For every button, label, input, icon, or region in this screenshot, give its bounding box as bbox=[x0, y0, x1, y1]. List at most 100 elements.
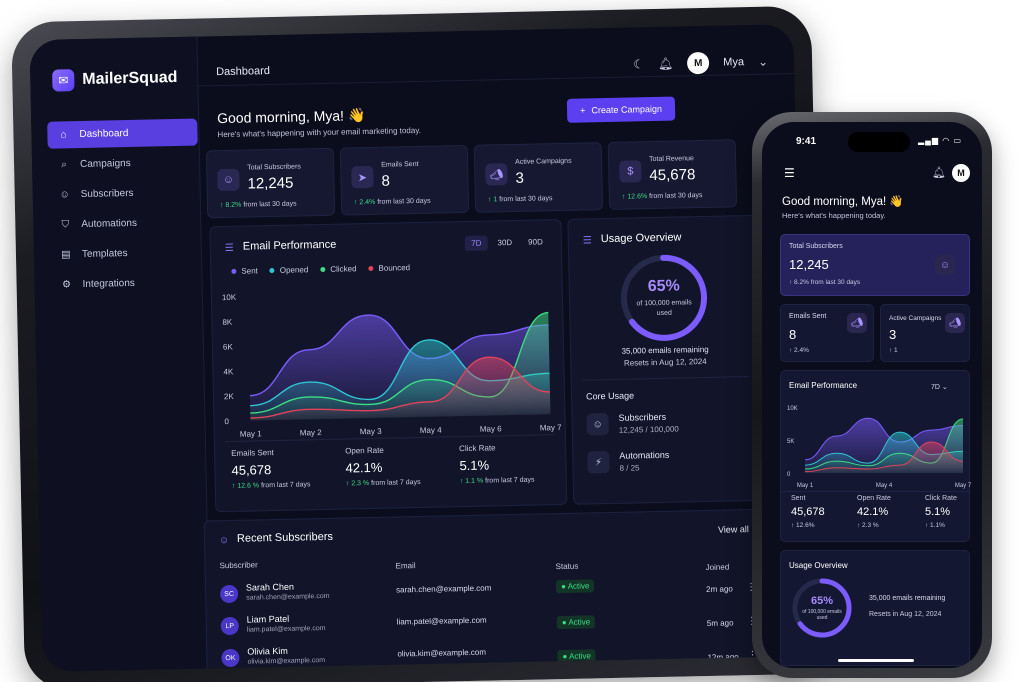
legend-swatch bbox=[320, 266, 326, 273]
sidebar-item-integrations[interactable]: ⚙ Integrations bbox=[50, 269, 201, 299]
phone-greeting-subtitle: Here's what's happening today. bbox=[782, 211, 886, 220]
y-tick-label: 6K bbox=[223, 342, 234, 351]
user-name[interactable]: Mya bbox=[723, 56, 745, 69]
x-tick-label: May 4 bbox=[420, 426, 443, 435]
usage-ring-graphic bbox=[621, 254, 708, 341]
metric-value: 42.1% bbox=[345, 459, 383, 476]
metric-delta: ↑ 1.1 % from last 7 days bbox=[459, 476, 535, 486]
sidebar-item-label: Subscribers bbox=[80, 187, 134, 201]
stat-value: 3 bbox=[515, 169, 524, 187]
card-title: Email Performance bbox=[242, 238, 337, 253]
joined-time: 12m ago bbox=[707, 652, 739, 663]
users-icon: ☺ bbox=[935, 255, 955, 275]
stat-card-active-campaigns[interactable]: 📣︎ Active Campaigns 3 ↑ 1 from last 30 d… bbox=[473, 142, 604, 213]
sidebar-item-dashboard[interactable]: ⌂ Dashboard bbox=[47, 118, 198, 149]
phone-greeting: Good morning, Mya! 👋 bbox=[782, 196, 904, 208]
stat-card-emails-sent[interactable]: ➤ Emails Sent 8 ↑ 2.4% from last 30 days bbox=[339, 144, 470, 216]
logo-icon: ✉ bbox=[52, 69, 75, 92]
series-line-bounced bbox=[250, 356, 550, 419]
create-campaign-button[interactable]: + Create Campaign bbox=[566, 96, 676, 123]
stat-delta: ↑ 2.4% bbox=[789, 347, 809, 354]
status-badge: ● Active bbox=[556, 615, 596, 630]
phone-screen: 9:41 ▂▄▆ ◠ ▭ ☰ 🔔︎ M Good morning, Mya! 👋… bbox=[762, 122, 982, 668]
metric-label: Sent bbox=[791, 495, 806, 502]
subscriber-email-sub: liam.patel@example.com bbox=[246, 624, 326, 634]
series-area-bounced bbox=[805, 441, 963, 473]
megaphone-icon: 📣︎ bbox=[945, 313, 965, 333]
legend-item-opened[interactable]: Opened bbox=[269, 265, 308, 275]
avatar[interactable]: M bbox=[687, 51, 710, 75]
sidebar-item-campaigns[interactable]: ⌕ Campaigns bbox=[48, 149, 199, 179]
legend-item-clicked[interactable]: Clicked bbox=[320, 264, 357, 274]
tab-7d[interactable]: 7D bbox=[465, 235, 488, 251]
stat-value: 12,245 bbox=[789, 257, 829, 272]
legend-item-sent[interactable]: Sent bbox=[231, 266, 258, 276]
usage-overview-card: ☰ Usage Overview 65% of 100,000 emails u… bbox=[567, 214, 764, 505]
bell-icon[interactable]: 🔔︎ bbox=[932, 167, 946, 179]
sidebar-item-automations[interactable]: ⛉ Automations bbox=[49, 209, 200, 239]
recent-subscribers-card: ☺ Recent Subscribers View all Subscriber… bbox=[203, 508, 767, 672]
wifi-icon: ◠ bbox=[942, 136, 951, 145]
chevron-down-icon[interactable]: ⌄ bbox=[757, 54, 769, 69]
view-all-link[interactable]: View all bbox=[717, 524, 749, 535]
x-tick-label: May 1 bbox=[240, 429, 263, 438]
metric-value: 5.1% bbox=[925, 506, 951, 518]
signal-icon: ▂▄▆ bbox=[918, 136, 939, 145]
template-icon: ▤ bbox=[61, 249, 71, 261]
megaphone-icon: 📣︎ bbox=[847, 313, 867, 333]
metric-value: 42.1% bbox=[857, 506, 889, 518]
metric-emails-sent: Emails Sent 45,678 ↑ 12.6 % from last 7 … bbox=[231, 447, 310, 490]
status-time: 9:41 bbox=[796, 136, 817, 147]
range-select[interactable]: 7D ⌄ bbox=[931, 384, 948, 391]
sidebar-item-label: Templates bbox=[81, 248, 128, 261]
ring-label: 65% of 100,000 emails used bbox=[617, 251, 711, 345]
email-performance-card: ☰ Email Performance 7D 30D 90D Sent Open… bbox=[209, 218, 568, 513]
core-name: Subscribers bbox=[618, 411, 667, 423]
y-tick-label: 10K bbox=[222, 293, 237, 302]
joined-time: 2m ago bbox=[706, 584, 733, 595]
sidebar-item-subscribers[interactable]: ☺ Subscribers bbox=[48, 179, 199, 209]
usage-remaining: 35,000 emails remaining bbox=[621, 344, 709, 356]
stat-delta: ↑ 1 from last 30 days bbox=[487, 195, 553, 204]
home-indicator bbox=[838, 659, 914, 662]
legend-swatch bbox=[368, 265, 374, 272]
y-tick-label: 10K bbox=[787, 406, 798, 412]
divider bbox=[581, 376, 750, 381]
subscriber-email-sub: olivia.kim@example.com bbox=[247, 657, 326, 666]
phone-performance-chart: 10K 5K 0 May 1 May 4 May 7 bbox=[787, 406, 971, 489]
tablet-device: ✉ MailerSquad ⌂ Dashboard ⌕ Campaigns ☺ … bbox=[11, 5, 825, 682]
stat-label: Active Campaigns bbox=[515, 157, 572, 166]
greeting: Good morning, Mya! 👋 bbox=[216, 107, 366, 127]
metric-delta: ↑ 2.3 % from last 7 days bbox=[345, 478, 421, 488]
tab-90d[interactable]: 90D bbox=[528, 237, 543, 247]
subscriber-email: sarah.chen@example.com bbox=[395, 583, 492, 595]
phone-email-performance: Email Performance 7D ⌄ 10K 5K 0 May 1 May 4 M… bbox=[780, 370, 971, 542]
x-tick-label: May 2 bbox=[300, 428, 323, 437]
stat-delta: ↑ 8.2% from last 30 days bbox=[219, 200, 297, 210]
phone-stat-subscribers[interactable]: Total Subscribers 12,245 ↑ 8.2% from las… bbox=[780, 234, 970, 296]
stat-card-revenue[interactable]: $ Total Revenue 45,678 ↑ 12.6% from last… bbox=[607, 139, 738, 210]
app-logo[interactable]: ✉ MailerSquad bbox=[52, 67, 178, 92]
moon-icon[interactable]: ☾ bbox=[633, 57, 645, 72]
metric-click-rate: Click Rate 5.1% ↑ 1.1 % from last 7 days bbox=[459, 443, 535, 486]
usage-reset: Resets in Aug 12, 2024 bbox=[869, 611, 942, 618]
bell-icon[interactable]: 🔔︎ bbox=[657, 56, 674, 71]
metric-delta: ↑ 1.1% bbox=[925, 522, 945, 529]
sidebar-item-templates[interactable]: ▤ Templates bbox=[50, 239, 201, 269]
avatar[interactable]: M bbox=[952, 164, 970, 182]
plus-icon: + bbox=[580, 105, 586, 116]
phone-stat-emails-sent[interactable]: Emails Sent 8 ↑ 2.4% 📣︎ bbox=[780, 304, 874, 362]
usage-percent: 65% bbox=[647, 277, 680, 296]
stat-card-subscribers[interactable]: ☺ Total Subscribers 12,245 ↑ 8.2% from l… bbox=[205, 147, 336, 219]
users-icon: ☺ bbox=[586, 413, 609, 436]
core-item-automations: ⚡︎ Automations 8 / 25 bbox=[587, 450, 669, 474]
sidebar-item-label: Automations bbox=[81, 217, 138, 231]
subscriber-email: liam.patel@example.com bbox=[396, 615, 487, 627]
legend-item-bounced[interactable]: Bounced bbox=[368, 263, 410, 273]
stat-value: 8 bbox=[381, 172, 391, 190]
phone-stat-active-campaigns[interactable]: Active Campaigns 3 ↑ 1 📣︎ bbox=[880, 304, 970, 362]
tab-30d[interactable]: 30D bbox=[497, 238, 513, 248]
stat-label: Total Revenue bbox=[649, 155, 694, 164]
hamburger-menu-icon[interactable]: ☰ bbox=[784, 166, 795, 180]
bolt-icon: ⚡︎ bbox=[587, 451, 610, 474]
